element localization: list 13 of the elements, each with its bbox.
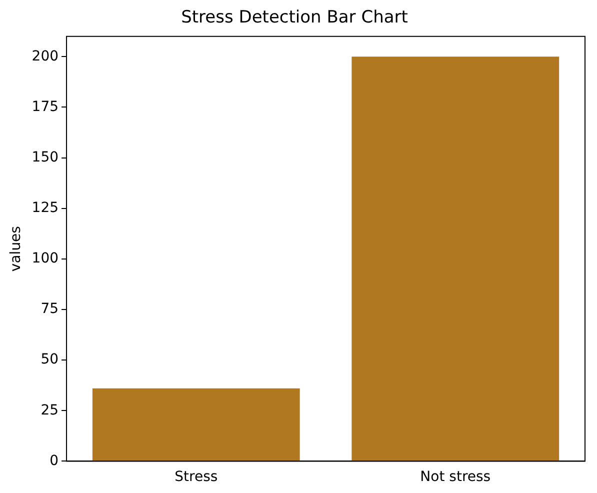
y-tick-label: 100 (32, 250, 59, 267)
x-tick-label: Not stress (420, 469, 491, 486)
y-tick-label: 0 (50, 452, 59, 469)
x-tick-label: Stress (174, 469, 218, 486)
y-axis-title: values (8, 226, 24, 272)
y-tick-label: 125 (32, 200, 59, 216)
y-tick-label: 150 (32, 149, 59, 166)
y-tick-label: 200 (32, 48, 59, 64)
y-tick-label: 50 (40, 352, 59, 368)
y-tick-label: 25 (40, 402, 59, 418)
chart-title: Stress Detection Bar Chart (181, 8, 408, 28)
y-tick-label: 75 (40, 301, 59, 318)
y-tick-label: 175 (32, 98, 59, 115)
